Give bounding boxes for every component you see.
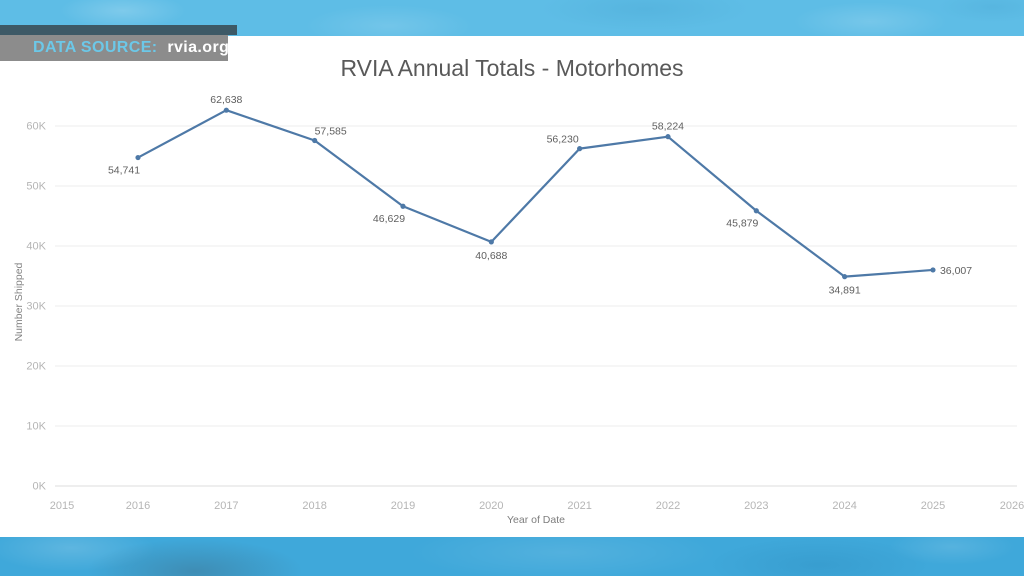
x-tick-label: 2020 [479, 500, 503, 512]
top-border-texture [0, 0, 1024, 36]
data-point [400, 203, 406, 209]
data-point [577, 146, 583, 152]
chart-title: RVIA Annual Totals - Motorhomes [340, 55, 684, 81]
x-tick-label: 2015 [50, 500, 74, 512]
data-point [488, 239, 494, 245]
x-tick-label: 2018 [302, 500, 326, 512]
y-tick-label: 40K [26, 241, 46, 253]
data-point-label: 54,741 [108, 165, 140, 177]
data-source-badge: DATA SOURCE: rvia.org [0, 35, 230, 61]
y-tick-label: 60K [26, 121, 46, 133]
y-tick-label: 20K [26, 361, 46, 373]
x-axis-title: Year of Date [507, 514, 565, 526]
x-tick-label: 2026 [1000, 500, 1024, 512]
y-axis-title: Number Shipped [13, 262, 25, 342]
x-tick-label: 2017 [214, 500, 238, 512]
x-tick-label: 2016 [126, 500, 150, 512]
data-point [135, 154, 141, 161]
data-point [753, 208, 759, 214]
data-point-label: 45,879 [726, 218, 758, 230]
y-tick-label: 50K [26, 181, 46, 193]
bottom-border-texture [0, 537, 1024, 576]
data-point-label: 34,891 [829, 285, 861, 297]
data-source-value: rvia.org [167, 39, 230, 56]
data-point-label: 58,224 [652, 121, 684, 133]
data-point-label: 62,638 [210, 94, 242, 106]
x-tick-label: 2024 [832, 500, 856, 512]
data-point-label: 36,007 [940, 265, 972, 277]
y-tick-label: 30K [26, 301, 46, 313]
data-source-label: DATA SOURCE: [33, 39, 158, 56]
data-point-label: 57,585 [315, 125, 347, 137]
data-point-label: 46,629 [373, 213, 405, 225]
data-point-label: 40,688 [475, 250, 507, 262]
data-point [312, 137, 318, 144]
y-tick-label: 10K [26, 421, 46, 433]
data-point [930, 267, 936, 273]
x-tick-label: 2023 [744, 500, 768, 512]
data-point [223, 107, 229, 113]
badge-top-strip [0, 25, 237, 35]
y-tick-label: 0K [33, 481, 47, 493]
data-point [665, 134, 671, 140]
data-point-label: 56,230 [547, 134, 579, 146]
x-tick-label: 2022 [656, 500, 680, 512]
x-tick-label: 2021 [567, 500, 591, 512]
series-line [136, 109, 935, 278]
data-point [842, 274, 848, 280]
x-tick-label: 2025 [921, 500, 945, 512]
x-tick-label: 2019 [391, 500, 415, 512]
